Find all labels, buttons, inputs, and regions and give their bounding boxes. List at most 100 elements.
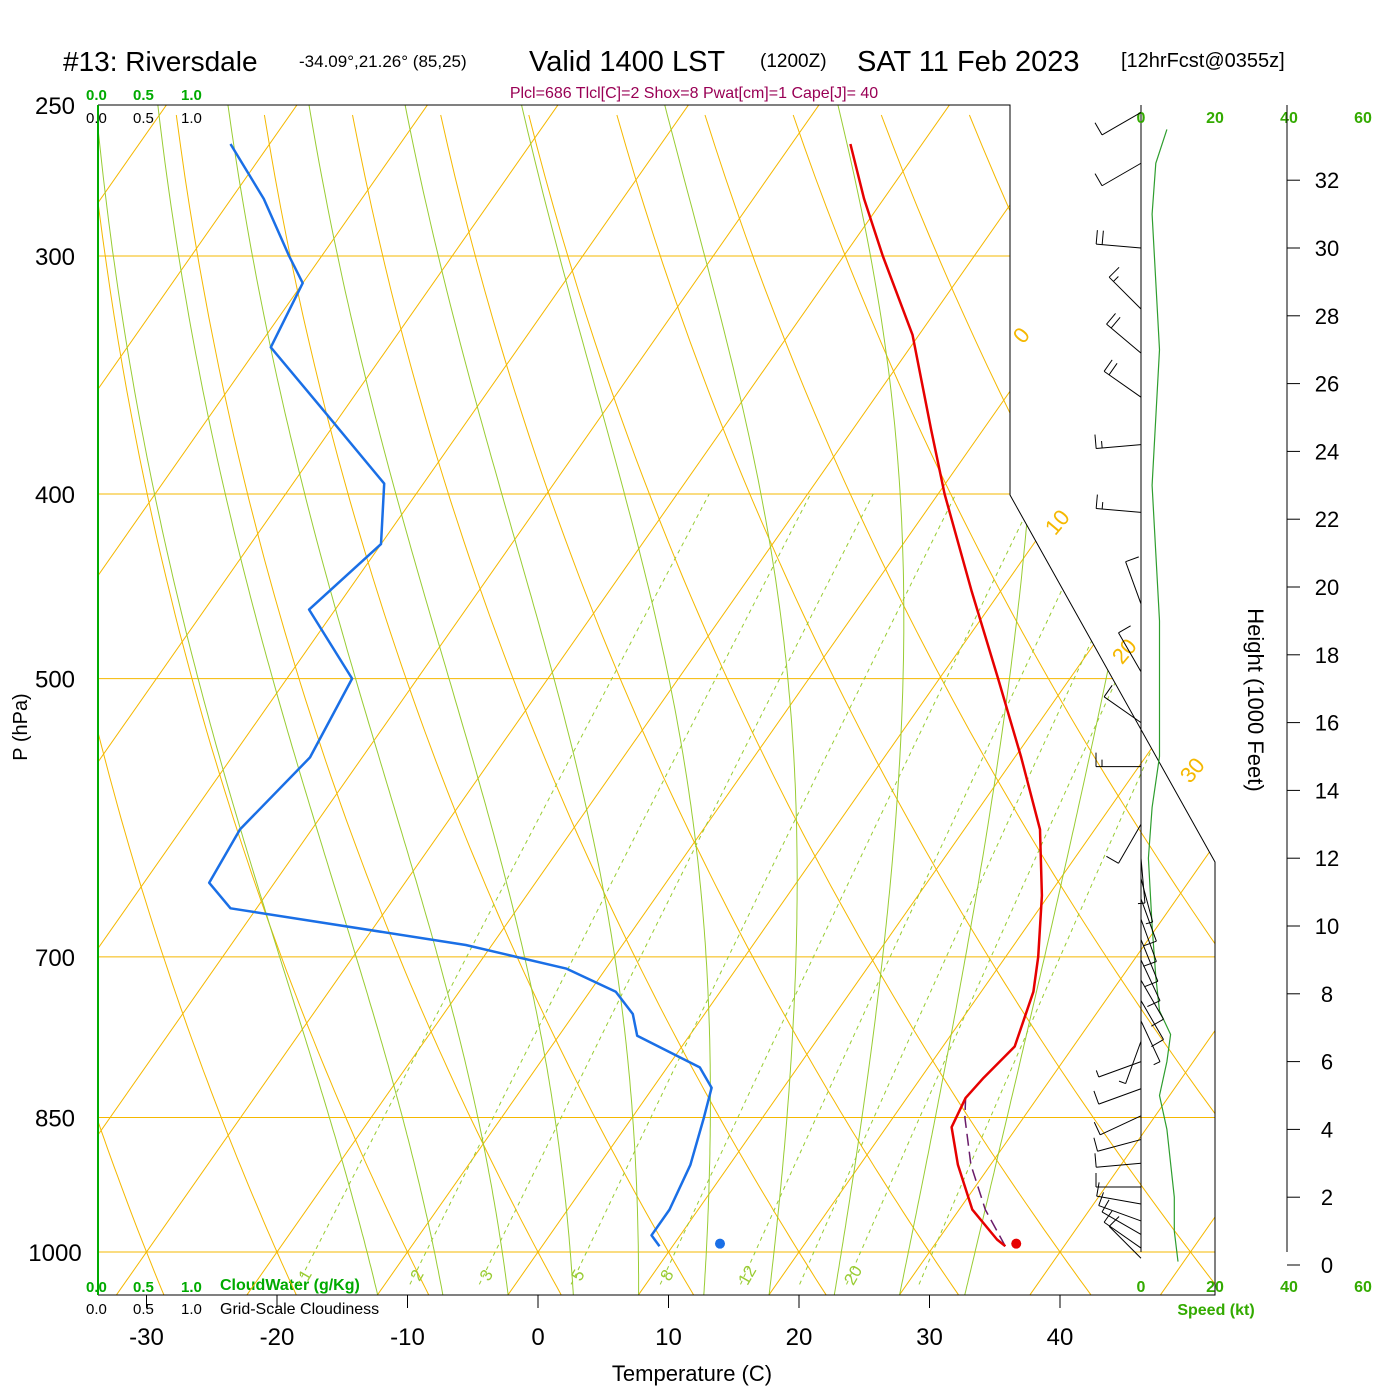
isotherm-line: [638, 105, 1215, 1295]
pressure-tick: 1000: [28, 1240, 81, 1267]
chart-header: #13: Riversdale -34.09°,21.26° (85,25) V…: [63, 46, 1285, 102]
dry-adiabat: [98, 114, 430, 1295]
isotherm-lines: [98, 105, 1400, 1295]
moist-adiabat: [307, 105, 574, 1295]
isotherm-line: [98, 105, 689, 1295]
temperature-line: [849, 143, 1044, 1248]
mixing-ratio-lines: [297, 493, 1215, 1285]
height-tick: 28: [1315, 304, 1339, 329]
mixing-ratio-line: [846, 493, 1203, 1285]
speed-tick: 60: [1354, 110, 1372, 127]
dry-adiabat: [98, 114, 165, 1295]
dry-adiabat: [616, 114, 1215, 1295]
cloud-scale-top-black-1: 0.5: [133, 110, 154, 127]
isotherm-line: [98, 105, 559, 1295]
wind-barb: [1140, 898, 1157, 947]
pressure-tick: 250: [35, 93, 75, 120]
temperature-tick: -30: [129, 1324, 164, 1351]
x-axis-label: Temperature (C): [612, 1361, 772, 1386]
station-coords: -34.09°,21.26° (85,25): [299, 52, 467, 71]
pressure-tick: 500: [35, 667, 75, 694]
wind-barb: [1103, 685, 1142, 724]
mixing-ratio-label: 12: [734, 1262, 760, 1288]
zulu-time: (1200Z): [760, 51, 827, 72]
mixing-ratio-line: [409, 493, 812, 1285]
speed-tick: 20: [1206, 1279, 1224, 1296]
isotherm-label-right: 10: [1040, 505, 1075, 540]
height-tick: 12: [1315, 846, 1339, 871]
wind-barb: [1140, 1020, 1161, 1066]
wind-barb: [1106, 313, 1142, 354]
mixing-ratio-line: [478, 493, 874, 1285]
wind-barb: [1103, 359, 1142, 398]
height-tick: 6: [1321, 1050, 1333, 1075]
isotherm-line: [98, 105, 298, 1295]
cloud-scale-bottom-green-2: 1.0: [181, 1279, 202, 1296]
dry-adiabat: [352, 114, 827, 1295]
wind-barb: [1094, 111, 1142, 136]
cloud-scale-top-green-1: 0.5: [133, 87, 154, 104]
temperature-tick: -20: [260, 1324, 295, 1351]
height-tick: 8: [1321, 982, 1333, 1007]
dry-adiabat: [440, 114, 959, 1295]
dry-adiabat: [263, 114, 694, 1295]
isobar-lines: [98, 255, 1215, 1253]
mixing-ratio-label: 20: [840, 1262, 866, 1288]
temperature-tick: -10: [390, 1324, 425, 1351]
parcel-line: [964, 1097, 1006, 1247]
mixing-ratio-line: [570, 493, 957, 1285]
moist-adiabat: [226, 105, 509, 1295]
wind-barb: [1101, 1199, 1142, 1235]
sounding-profiles: [207, 143, 1044, 1249]
cloud-scale-bottom-green-1: 0.5: [133, 1279, 154, 1296]
wind-barb: [1140, 959, 1161, 1008]
surface-dewpoint-dot: [714, 1238, 725, 1249]
moist-adiabat: [156, 105, 444, 1295]
surface-temperature-dot: [1011, 1238, 1022, 1249]
mixing-ratio-labels: 1 2 3 5 8 12 20: [295, 1262, 867, 1288]
isotherm-label-right: 0: [1008, 322, 1035, 347]
pressure-tick-labels: 250 300 400 500 700 850 1000: [28, 93, 81, 1267]
valid-date: SAT 11 Feb 2023: [857, 46, 1079, 78]
speed-tick: 60: [1354, 1279, 1372, 1296]
pressure-tick: 400: [35, 482, 75, 509]
height-tick: 10: [1315, 914, 1339, 939]
wind-barb: [1094, 1153, 1142, 1168]
wind-barb: [1118, 1041, 1142, 1085]
moist-adiabat: [662, 105, 798, 1295]
moist-adiabat: [403, 105, 640, 1295]
station-title: #13: Riversdale: [63, 46, 258, 77]
wind-barb: [1095, 494, 1142, 513]
moist-adiabat: [98, 105, 379, 1295]
sounding-indices: Plcl=686 Tlcl[C]=2 Shox=8 Pwat[cm]=1 Cap…: [510, 85, 878, 102]
height-tick: 20: [1315, 575, 1339, 600]
dry-adiabat: [792, 114, 1215, 1295]
isotherm-line: [1029, 105, 1215, 1295]
isotherm-label-right: 30: [1175, 753, 1210, 788]
mixing-ratio-line: [297, 493, 710, 1285]
height-tick: 0: [1321, 1253, 1333, 1278]
isotherm-line: [768, 105, 1215, 1295]
wind-barb: [1098, 1192, 1142, 1222]
wind-barb: [1095, 230, 1142, 249]
wind-barb: [1103, 1210, 1142, 1249]
isotherm-line: [377, 105, 1211, 1295]
moist-adiabat: [519, 105, 711, 1295]
wind-barb: [1108, 266, 1142, 310]
moist-adiabat: [833, 105, 905, 1295]
valid-time: Valid 1400 LST: [529, 46, 725, 78]
mixing-ratio-line: [740, 493, 1109, 1285]
isotherm-line: [1291, 105, 1400, 1295]
isotherm-line: [899, 105, 1215, 1295]
plot-frame: [98, 104, 1216, 1296]
wind-barb: [1140, 1000, 1164, 1047]
y-axis-label: P (hPa): [10, 693, 32, 760]
pressure-tick: 700: [35, 945, 75, 972]
wind-barb: [1094, 162, 1142, 187]
forecast-info: [12hrFcst@0355z]: [1121, 50, 1285, 72]
isotherm-line: [116, 105, 950, 1295]
dry-adiabat: [704, 114, 1215, 1295]
isotherm-line: [98, 105, 428, 1295]
speed-tick: 40: [1280, 110, 1298, 127]
